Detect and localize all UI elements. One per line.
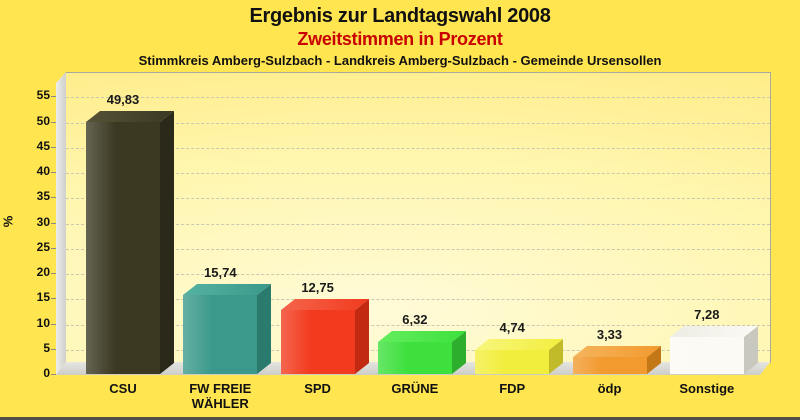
chart-title: Ergebnis zur Landtagswahl 2008 [249, 5, 551, 27]
gridline-25 [66, 248, 770, 250]
x-category-label-line: WÄHLER [191, 396, 249, 411]
bar-top--dp [573, 346, 661, 357]
bar-top-csu [86, 111, 174, 122]
bar-side-spd [355, 299, 369, 374]
y-tick-mark [51, 172, 56, 173]
x-category-label-line: CSU [109, 381, 137, 396]
y-tick-label: 25 [36, 239, 50, 254]
bar-value-label: 6,32 [402, 312, 428, 327]
gridline-35 [66, 198, 770, 200]
bar-side-sonstige [744, 326, 758, 374]
x-category-label-spd: SPD [270, 381, 366, 396]
axis-wall-3d [56, 72, 66, 375]
bar-top-fw-freie-w-hler [183, 284, 271, 295]
bottom-window-edge [0, 417, 800, 420]
bar-front--dp [573, 357, 647, 374]
y-tick-mark [51, 273, 56, 274]
x-category-label-line: FDP [499, 381, 526, 396]
gridline-55 [66, 97, 770, 99]
gridline-20 [66, 274, 770, 275]
bar-front-fdp [475, 350, 549, 374]
bar-value-label: 4,74 [499, 320, 525, 335]
y-tick-label: 55 [36, 88, 50, 103]
x-category-label-line: FW FREIE [189, 381, 252, 396]
bar-top-sonstige [670, 326, 758, 337]
x-category-label-line: Sonstige [679, 381, 735, 396]
gridline-30 [66, 223, 770, 225]
bar-value-label: 3,33 [596, 327, 623, 342]
y-tick-mark [51, 374, 56, 375]
bar-front-sonstige [670, 337, 744, 374]
y-tick-mark [51, 323, 56, 325]
x-category-label-fw-freie-w-hler: FW FREIE WÄHLER [172, 381, 268, 411]
gridline-50 [66, 122, 770, 124]
chart-subtitle: Zweitstimmen in Prozent [297, 29, 503, 49]
y-tick-mark [51, 197, 56, 199]
y-tick-label: 40 [36, 164, 50, 178]
bar-value-label: 12,75 [301, 280, 334, 295]
bar-side-fw-freie-w-hler [257, 284, 271, 374]
x-category-label-line: SPD [304, 381, 331, 396]
x-category-label-csu: CSU [75, 381, 171, 396]
bar-side-gr-ne [452, 331, 466, 374]
y-tick-label: 5 [43, 340, 50, 355]
gridline-10 [66, 324, 770, 326]
y-tick-label: 50 [36, 113, 50, 128]
bar-top-gr-ne [378, 331, 466, 342]
y-tick-label: 30 [36, 214, 50, 229]
chart-region-line: Stimmkreis Amberg-Sulzbach - Landkreis A… [138, 53, 662, 68]
x-category-label-sonstige: Sonstige [659, 381, 755, 396]
x-category-label-fdp: FDP [464, 381, 560, 396]
y-tick-mark [51, 121, 56, 123]
gridline-15 [66, 299, 770, 301]
x-category-label-line: GRÜNE [391, 381, 439, 396]
bar-front-spd [281, 310, 355, 374]
gridline-45 [66, 147, 770, 149]
bar-value-label: 15,74 [204, 265, 237, 280]
y-tick-mark [51, 96, 56, 98]
bar-front-csu [86, 122, 160, 374]
y-tick-mark [51, 247, 56, 249]
y-tick-label: 0 [43, 366, 50, 380]
y-tick-mark [51, 298, 56, 300]
bar-top-spd [281, 299, 369, 310]
bar-top-fdp [475, 339, 563, 350]
y-tick-label: 20 [36, 265, 50, 279]
bar-side-csu [160, 111, 174, 374]
bar-front-fw-freie-w-hler [183, 295, 257, 374]
y-tick-label: 45 [36, 138, 50, 153]
y-tick-mark [51, 348, 56, 350]
x-category-label--dp: ödp [562, 381, 658, 396]
bar-value-label: 49,83 [106, 92, 140, 107]
x-category-label-line: ödp [597, 381, 622, 396]
y-tick-mark [51, 222, 56, 224]
y-tick-label: 35 [36, 189, 50, 204]
x-category-label-gr-ne: GRÜNE [367, 381, 463, 396]
y-tick-mark [51, 146, 56, 148]
gridline-40 [66, 173, 770, 174]
bar-value-label: 7,28 [694, 307, 720, 322]
y-tick-label: 15 [36, 290, 50, 305]
y-tick-label: 10 [36, 315, 50, 330]
bar-front-gr-ne [378, 342, 452, 374]
bar-side-fdp [549, 339, 563, 374]
